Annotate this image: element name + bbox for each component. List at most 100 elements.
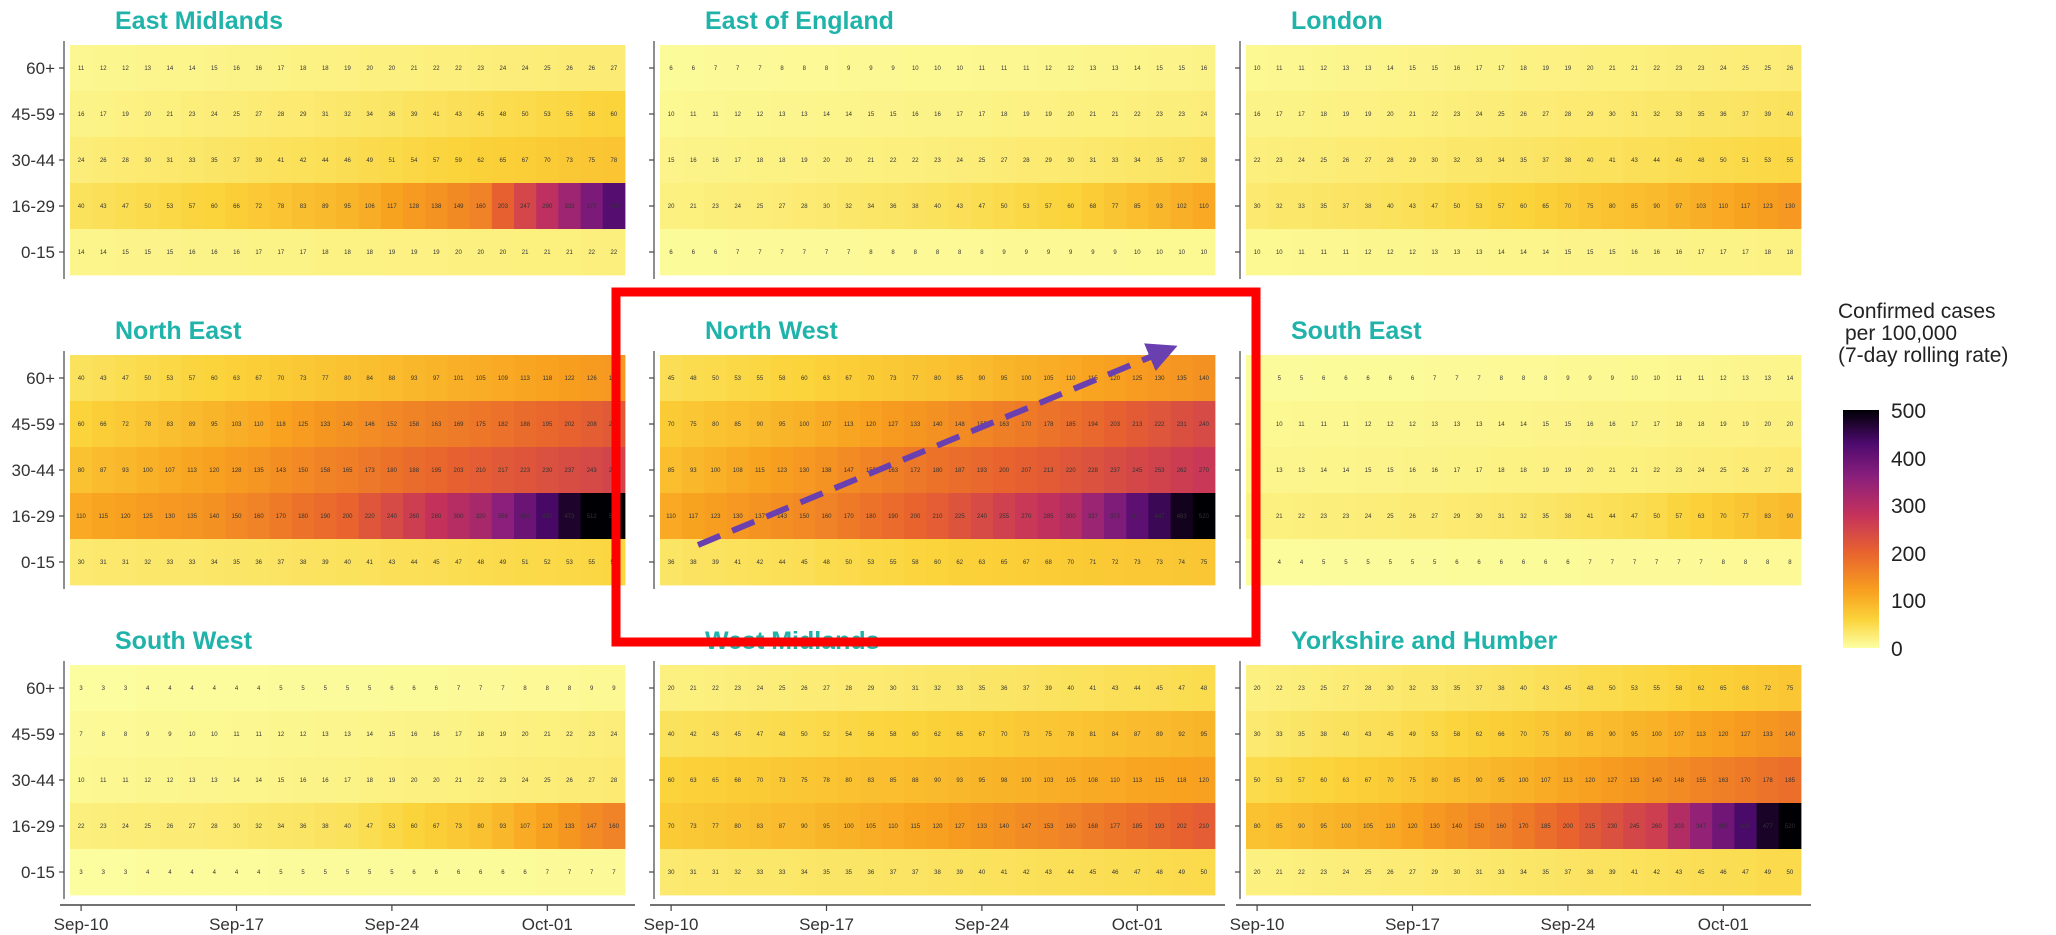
heatmap-cell [904,355,927,402]
cell-value-label: 29 [868,686,875,692]
cell-value-label: 210 [932,514,943,520]
cell-value-label: 33 [1112,158,1119,164]
cell-value-label: 35 [1298,732,1305,738]
cell-value-label: 170 [1740,778,1751,784]
cell-value-label: 39 [1609,870,1616,876]
cell-value-label: 13 [144,66,151,72]
heatmap-cell [1357,803,1380,850]
cell-value-label: 50 [1653,514,1660,520]
cell-value-label: 133 [977,824,988,830]
cell-value-label: 70 [1387,778,1394,784]
cell-value-label: 43 [455,112,462,118]
heatmap-cell [704,803,727,850]
cell-value-label: 19 [1343,112,1350,118]
cell-value-label: 38 [1320,732,1327,738]
heatmap-cell [70,757,93,804]
cell-value-label: 24 [522,66,529,72]
cell-value-label: 26 [566,778,573,784]
cell-value-label: 19 [801,158,808,164]
heatmap-cell [536,849,559,896]
cell-value-label: 58 [912,560,919,566]
cell-value-label: 32 [1276,204,1283,210]
heatmap-cell [158,401,182,448]
heatmap-cell [358,849,382,896]
cell-value-label: 45 [1565,686,1572,692]
heatmap-cell [837,229,861,276]
cell-value-label: 40 [344,560,351,566]
cell-value-label: 140 [342,422,353,428]
heatmap-cell [70,849,93,896]
heatmap-cell [926,539,949,586]
cell-value-label: 17 [300,250,307,256]
cell-value-label: 3 [124,686,128,692]
heatmap-cell [1556,447,1580,494]
cell-value-label: 57 [1498,204,1505,210]
cell-value-label: 6 [1544,560,1548,566]
cell-value-label: 30 [1431,158,1438,164]
cell-value-label: 12 [144,778,151,784]
x-tick-label-sep-10: Sep-10 [1230,915,1285,934]
cell-value-label: 65 [1720,686,1727,692]
heatmap-cell [748,539,772,586]
heatmap-cell [1059,45,1083,92]
cell-value-label: 40 [344,824,351,830]
cell-value-label: 47 [1431,204,1438,210]
heatmap-cell [793,711,816,758]
cell-value-label: 23 [588,732,595,738]
heatmap-cell [203,229,226,276]
heatmap-cell [904,493,927,540]
heatmap-cell [726,355,750,402]
heatmap-cell [1756,183,1780,230]
cell-value-label: 5 [1389,560,1393,566]
heatmap-cell [558,803,581,850]
cell-value-label: 85 [1454,778,1461,784]
heatmap-cell [425,183,448,230]
heatmap-cell [1645,711,1669,758]
cell-value-label: 11 [1698,376,1705,382]
cell-value-label: 100 [1518,778,1529,784]
heatmap-cell [469,401,493,448]
heatmap-cell [1734,665,1757,712]
cell-value-label: 72 [1764,686,1771,692]
cell-value-label: 193 [1154,824,1165,830]
heatmap-cell [1490,137,1513,184]
heatmap-cell [1401,711,1424,758]
heatmap-cell [1445,493,1469,540]
cell-value-label: 19 [1720,422,1727,428]
cell-value-label: 160 [821,514,832,520]
heatmap-cell [158,183,182,230]
heatmap-cell [558,91,581,138]
heatmap-cell [181,45,204,92]
heatmap-cell [970,757,994,804]
cell-value-label: 5 [368,870,372,876]
cell-value-label: 185 [1541,824,1552,830]
cell-value-label: 4 [146,686,150,692]
heatmap-cell [158,137,182,184]
heatmap-cell [1037,229,1060,276]
cell-value-label: 49 [1178,870,1185,876]
cell-value-label: 447 [1154,514,1165,520]
heatmap-cell [1534,45,1558,92]
heatmap-cell [1778,447,1802,494]
cell-value-label: 5 [1278,376,1282,382]
cell-value-label: 5 [1300,376,1304,382]
cell-value-label: 53 [167,376,174,382]
heatmap-cell [491,849,515,896]
cell-value-label: 57 [433,158,440,164]
heatmap-cell [491,665,515,712]
heatmap-cell [1534,355,1558,402]
cell-value-label: 53 [566,560,573,566]
cell-value-label: 12 [1365,250,1372,256]
cell-value-label: 66 [100,422,107,428]
heatmap-cell [926,447,949,494]
cell-value-label: 23 [189,112,196,118]
heatmap-cell [1623,803,1646,850]
y-tick-label-16-29: 16-29 [12,817,55,836]
cell-value-label: 10 [1178,250,1185,256]
cell-value-label: 22 [588,250,595,256]
cell-value-label: 7 [1699,560,1703,566]
cell-value-label: 35 [979,686,986,692]
cell-value-label: 67 [979,732,986,738]
cell-value-label: 10 [912,66,919,72]
cell-value-label: 13 [1365,66,1372,72]
